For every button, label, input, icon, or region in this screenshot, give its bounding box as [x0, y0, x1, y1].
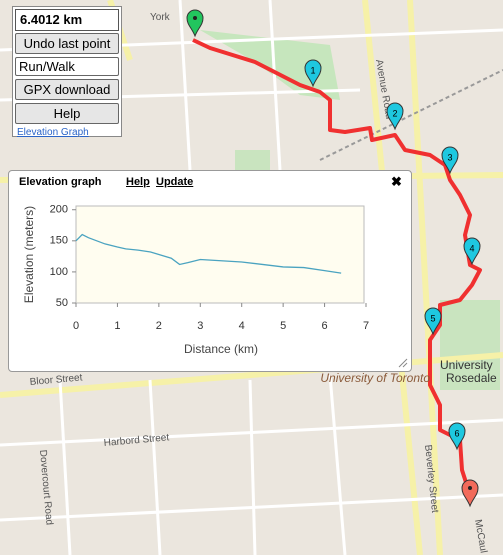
marker-label: 2 — [392, 108, 397, 118]
marker-label: 5 — [430, 313, 435, 323]
gpx-button[interactable]: GPX download — [15, 79, 119, 100]
start-marker[interactable] — [186, 9, 204, 38]
route-marker[interactable]: 4 — [463, 237, 481, 266]
route-marker[interactable]: 1 — [304, 59, 322, 88]
x-tick-label: 0 — [73, 320, 79, 332]
help-button[interactable]: Help — [15, 103, 119, 124]
elevation-line — [75, 233, 342, 274]
route — [192, 38, 482, 496]
route-marker[interactable]: 3 — [441, 146, 459, 175]
y-tick-label: 100 — [50, 266, 68, 278]
elevation-popup: Elevation graph Help Update ✖ 50 100 150 20… — [8, 170, 412, 372]
y-tick-label: 50 — [56, 297, 68, 309]
route-marker[interactable]: 6 — [448, 422, 466, 451]
marker-pin — [424, 307, 442, 336]
marker-pin — [386, 102, 404, 131]
map-label: Rosedale — [446, 371, 497, 385]
park — [235, 150, 270, 175]
marker-label: 6 — [454, 428, 459, 438]
popup-title: Elevation graph — [19, 176, 102, 188]
popup-help[interactable]: Help — [126, 176, 150, 188]
route-marker[interactable]: 5 — [424, 307, 442, 336]
popup-update[interactable]: Update — [156, 176, 194, 188]
x-tick-label: 4 — [239, 320, 245, 332]
map-labels: York Avenue Road Harbord Street Dovercou… — [29, 12, 497, 554]
marker-label: 1 — [310, 65, 315, 75]
distance: 6.4012 km — [15, 9, 119, 31]
x-tick-label: 2 — [156, 320, 162, 332]
marker-pin — [304, 59, 322, 88]
marker-label: 3 — [447, 152, 452, 162]
mode-value: Run/Walk — [19, 59, 75, 74]
map-label: York — [150, 12, 171, 23]
y-tick-label: 150 — [50, 235, 68, 247]
end-marker[interactable] — [461, 479, 479, 508]
marker-pin — [463, 237, 481, 266]
map-label: University — [440, 358, 493, 372]
x-tick-label: 3 — [197, 320, 203, 332]
y-axis-label: Elevation (meters) — [22, 206, 36, 303]
elevation-chart: 50 100 150 200 0 1 2 3 4 5 6 7 Distance (km) Elevatio… — [22, 204, 408, 368]
x-tick-label: 1 — [114, 320, 120, 332]
park — [440, 300, 500, 390]
plot-area — [75, 205, 365, 304]
x-tick-label: 6 — [322, 320, 328, 332]
marker-pin — [441, 146, 459, 175]
resize-handle[interactable] — [398, 358, 408, 368]
x-tick-label: 7 — [363, 320, 369, 332]
y-tick-label: 200 — [50, 204, 68, 216]
marker-label: 4 — [469, 243, 474, 253]
undo-button[interactable]: Undo last point — [15, 33, 119, 54]
map-label: University of Toronto — [320, 371, 430, 385]
x-tick-label: 5 — [280, 320, 286, 332]
elevation-link[interactable]: Elevation Graph — [17, 127, 89, 138]
x-axis-label: Distance (km) — [184, 342, 258, 356]
railway — [319, 69, 503, 161]
mode-select[interactable]: Run/Walk — [15, 57, 119, 76]
popup-close[interactable]: ✖ — [391, 174, 402, 189]
control-panel: 6.4012 km Undo last point Run/Walk GPX d… — [12, 6, 122, 138]
route-marker[interactable]: 2 — [386, 102, 404, 131]
park — [200, 30, 340, 100]
map-label: Bloor Street — [29, 372, 83, 388]
marker-pin — [448, 422, 466, 451]
